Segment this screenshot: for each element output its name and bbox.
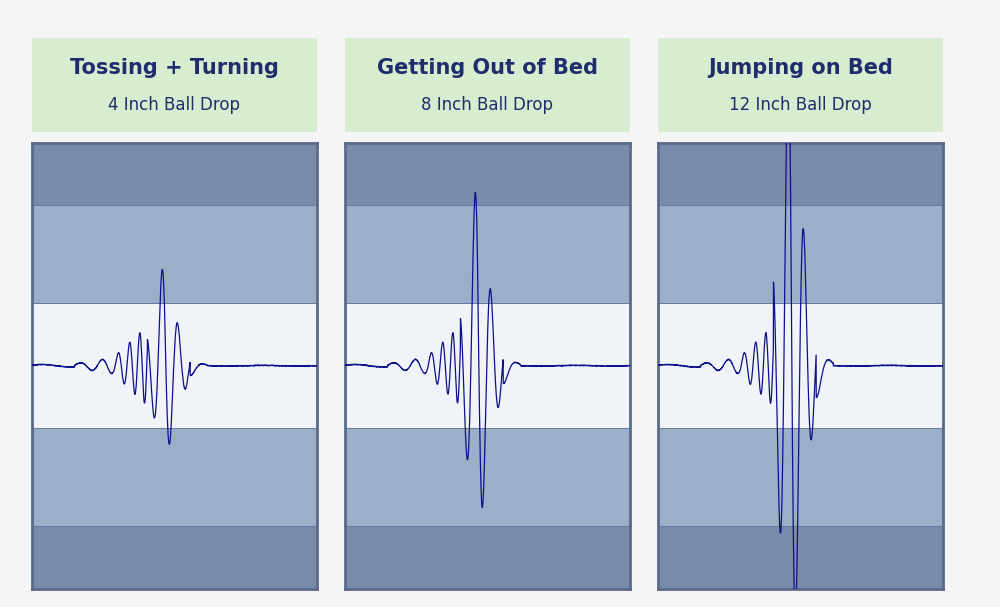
Bar [658,205,943,304]
Bar [658,304,943,428]
Text: Jumping on Bed: Jumping on Bed [708,58,893,78]
Bar [32,143,317,205]
Bar [345,304,630,428]
Bar [658,428,943,526]
Bar [345,428,630,526]
Bar [32,205,317,304]
Text: 8 Inch Ball Drop: 8 Inch Ball Drop [421,97,554,114]
Text: 4 Inch Ball Drop: 4 Inch Ball Drop [108,97,240,114]
Text: 12 Inch Ball Drop: 12 Inch Ball Drop [729,97,872,114]
Bar [658,526,943,589]
Bar [32,526,317,589]
Bar [345,205,630,304]
Bar [658,143,943,205]
Bar [32,304,317,428]
Text: Getting Out of Bed: Getting Out of Bed [377,58,598,78]
Text: Tossing + Turning: Tossing + Turning [70,58,279,78]
Bar [345,143,630,205]
Bar [32,428,317,526]
Bar [345,526,630,589]
